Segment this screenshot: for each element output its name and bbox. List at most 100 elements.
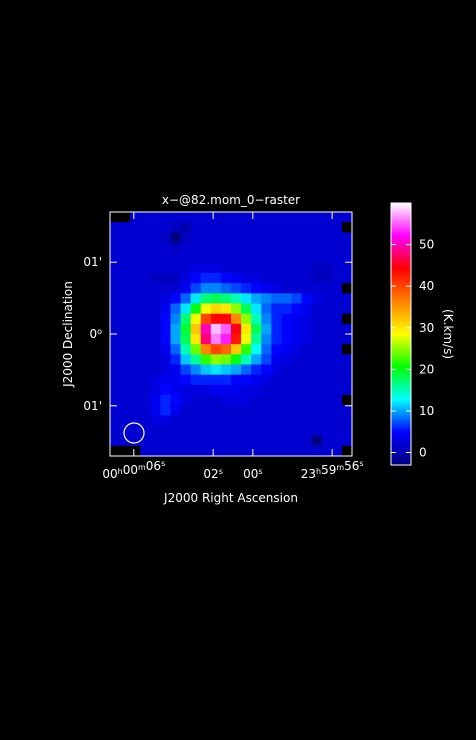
map-cell xyxy=(311,252,323,264)
map-cell xyxy=(190,242,202,254)
map-cell xyxy=(130,425,141,437)
map-cell xyxy=(281,283,293,294)
map-cell xyxy=(231,303,242,315)
map-cell xyxy=(160,252,172,264)
map-cell xyxy=(261,242,272,254)
map-cell xyxy=(281,344,293,355)
map-cell xyxy=(150,242,162,254)
map-cell xyxy=(271,374,283,386)
map-cell xyxy=(170,293,182,305)
map-cell xyxy=(120,354,131,366)
map-cell xyxy=(160,212,172,223)
map-cell xyxy=(160,384,172,396)
map-cell xyxy=(281,313,293,325)
map-cell xyxy=(210,395,222,406)
map-cell xyxy=(331,242,343,254)
map-cell xyxy=(190,273,202,284)
map-cell xyxy=(130,374,141,386)
map-cell xyxy=(281,425,293,437)
map-cell xyxy=(261,384,272,396)
map-cell xyxy=(180,273,192,284)
map-cell xyxy=(311,313,323,325)
map-cell xyxy=(130,293,141,305)
map-cell xyxy=(160,293,172,305)
map-cell xyxy=(341,313,353,325)
map-cell xyxy=(120,242,131,254)
map-cell xyxy=(160,232,172,244)
map-cell xyxy=(281,232,293,244)
map-cell xyxy=(271,262,283,274)
map-cell xyxy=(160,262,172,274)
map-cell xyxy=(331,334,343,345)
map-cell xyxy=(160,354,172,366)
map-cell xyxy=(120,323,131,335)
map-cell xyxy=(251,425,262,437)
map-cell xyxy=(311,303,323,315)
map-cell xyxy=(231,242,242,254)
map-cell xyxy=(150,354,162,366)
map-cell xyxy=(180,374,192,386)
map-cell xyxy=(190,384,202,396)
map-cell xyxy=(200,313,212,325)
map-cell xyxy=(210,415,222,427)
map-cell xyxy=(110,293,121,305)
map-cell xyxy=(120,303,131,315)
map-cell xyxy=(210,445,222,457)
map-cell xyxy=(231,384,242,396)
map-cell xyxy=(110,445,121,457)
map-cell xyxy=(150,303,162,315)
map-cell xyxy=(341,374,353,386)
map-cell xyxy=(331,293,343,305)
map-cell xyxy=(120,252,131,264)
map-cell xyxy=(170,384,182,396)
map-cell xyxy=(220,252,232,264)
map-cell xyxy=(251,222,262,233)
map-cell xyxy=(291,445,303,457)
map-cell xyxy=(301,374,313,386)
map-cell xyxy=(341,445,353,457)
map-cell xyxy=(110,334,121,345)
colorbar-tick-label: 40 xyxy=(419,279,434,293)
map-cell xyxy=(220,415,232,427)
map-cell xyxy=(291,334,303,345)
map-cell xyxy=(231,354,242,366)
map-cell xyxy=(341,405,353,416)
map-cell xyxy=(200,303,212,315)
map-cell xyxy=(291,313,303,325)
map-cell xyxy=(180,303,192,315)
map-cell xyxy=(140,364,151,376)
map-cell xyxy=(271,344,283,355)
map-cell xyxy=(311,242,323,254)
map-cell xyxy=(271,364,283,376)
map-cell xyxy=(140,435,151,447)
map-cell xyxy=(210,313,222,325)
map-cell xyxy=(150,323,162,335)
y-tick-label: 0o xyxy=(89,327,102,341)
map-cell xyxy=(251,303,262,315)
map-cell xyxy=(251,354,262,366)
map-cell xyxy=(210,262,222,274)
map-cell xyxy=(301,293,313,305)
map-cell xyxy=(210,283,222,294)
map-cell xyxy=(241,283,252,294)
map-cell xyxy=(301,212,313,223)
map-cell xyxy=(160,364,172,376)
map-cell xyxy=(170,262,182,274)
map-cell xyxy=(241,323,252,335)
map-cell xyxy=(261,232,272,244)
map-cell xyxy=(301,344,313,355)
map-cell xyxy=(150,384,162,396)
map-cell xyxy=(110,313,121,325)
map-cell xyxy=(301,435,313,447)
map-cell xyxy=(231,395,242,406)
map-cell xyxy=(160,395,172,406)
map-cell xyxy=(261,354,272,366)
map-cell xyxy=(291,252,303,264)
map-cell xyxy=(210,303,222,315)
map-cell xyxy=(150,435,162,447)
map-cell xyxy=(220,445,232,457)
map-cell xyxy=(311,283,323,294)
map-cell xyxy=(130,303,141,315)
x-tick-label: 00s xyxy=(243,467,262,481)
map-cell xyxy=(150,212,162,223)
